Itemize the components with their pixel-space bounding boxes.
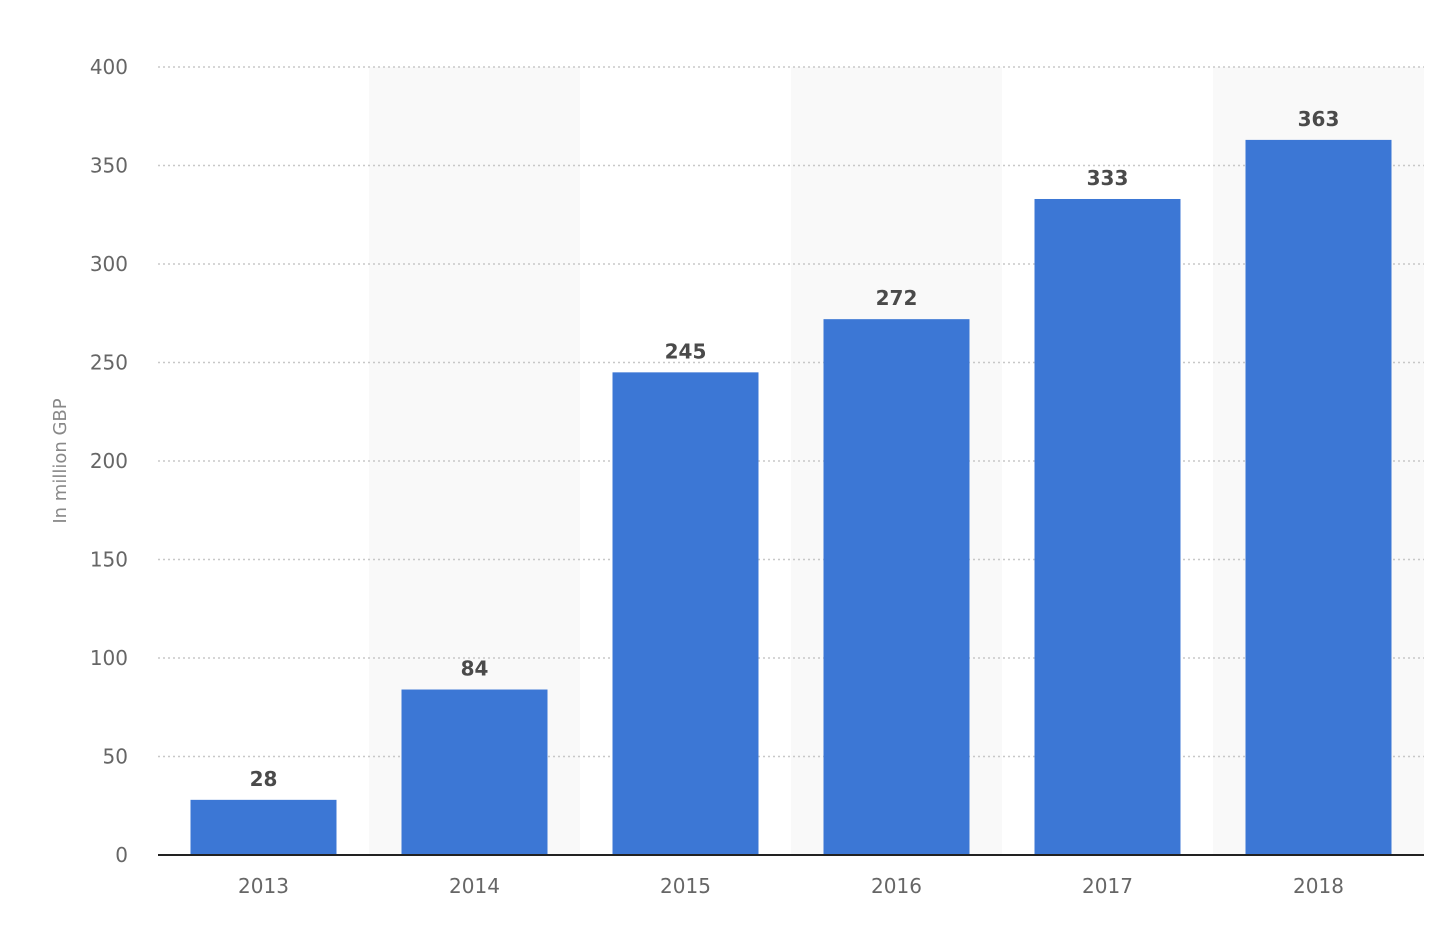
x-tick-label: 2016 [871, 874, 922, 898]
bar-2016 [823, 319, 970, 855]
y-tick-label: 300 [90, 252, 128, 276]
bar-2018 [1245, 139, 1392, 855]
data-labels: 28 84 245 272 333 363 [250, 107, 1340, 791]
x-tick-label: 2017 [1082, 874, 1133, 898]
bar-2015 [612, 372, 759, 855]
bar-2017 [1034, 198, 1181, 856]
data-label: 363 [1298, 107, 1340, 131]
y-tick-label: 150 [90, 548, 128, 572]
y-tick-label: 200 [90, 449, 128, 473]
y-tick-label: 250 [90, 351, 128, 375]
gridlines [158, 66, 1424, 758]
y-tick-label: 100 [90, 646, 128, 670]
bars [190, 139, 1392, 856]
data-label: 245 [665, 339, 707, 363]
x-tick-label: 2013 [238, 874, 289, 898]
y-tick-label: 50 [103, 745, 128, 769]
y-tick-label: 350 [90, 154, 128, 178]
x-tick-label: 2014 [449, 874, 500, 898]
y-tick-label: 400 [90, 55, 128, 79]
bar-2014 [401, 689, 548, 855]
x-axis-ticks: 2013 2014 2015 2016 2017 2018 [238, 874, 1344, 898]
y-axis-ticks: 0 50 100 150 200 250 300 350 400 [90, 55, 128, 867]
y-tick-label: 0 [115, 843, 128, 867]
data-label: 333 [1087, 166, 1129, 190]
x-tick-label: 2015 [660, 874, 711, 898]
y-axis-title: In million GBP [50, 398, 71, 523]
data-label: 272 [876, 286, 918, 310]
x-tick-label: 2018 [1293, 874, 1344, 898]
data-label: 84 [461, 657, 489, 681]
bar-2013 [190, 799, 337, 855]
data-label: 28 [250, 767, 278, 791]
